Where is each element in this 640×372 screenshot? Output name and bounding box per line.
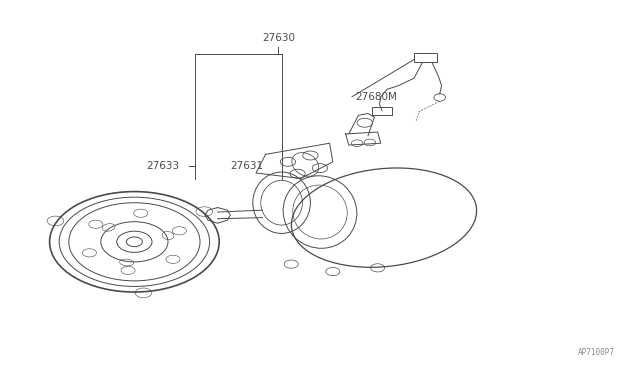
Text: 27630: 27630	[262, 33, 295, 43]
Text: AP7100P7: AP7100P7	[577, 348, 614, 357]
Text: 27680M: 27680M	[355, 92, 397, 102]
Text: 27631: 27631	[230, 161, 263, 170]
Text: 27633: 27633	[147, 161, 180, 170]
